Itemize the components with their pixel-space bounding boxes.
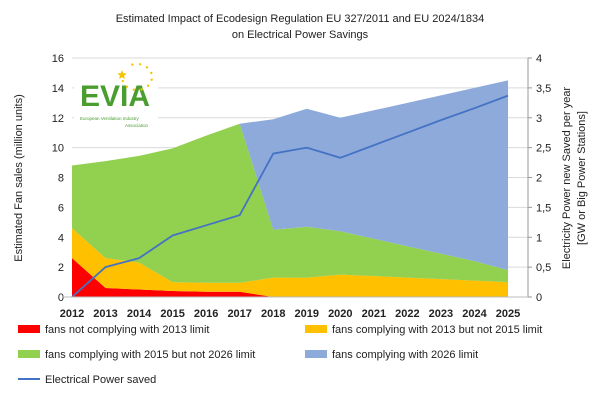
star-icon: [138, 63, 142, 66]
logo-text: EVIA: [80, 80, 150, 113]
legend-swatch: [305, 325, 327, 333]
x-tick-label: 2023: [429, 308, 453, 320]
legend-swatch: [305, 350, 327, 358]
x-tick-label: 2020: [328, 308, 352, 320]
y-tick-label: 0: [58, 292, 64, 304]
chart-title: Estimated Impact of Ecodesign Regulation…: [116, 13, 485, 25]
logo-subtitle-line1: European Ventilation Industry: [80, 116, 140, 121]
legend-label: fans complying with 2013 but not 2015 li…: [332, 324, 542, 336]
evia-logo: EVIA European Ventilation Industry Assoc…: [74, 60, 158, 132]
x-tick-label: 2012: [60, 308, 84, 320]
area-series: [72, 228, 508, 297]
area-series: [72, 80, 508, 271]
y2-tick-label: 0,5: [536, 262, 551, 274]
y-axis-label: Estimated Fan sales (million units): [13, 94, 25, 262]
y2-tick-label: 3: [536, 113, 542, 125]
legend-label: Electrical Power saved: [45, 374, 156, 386]
star-icon: [121, 79, 124, 83]
star-icon: [150, 78, 153, 81]
star-icon: [117, 70, 127, 79]
star-icon: [150, 71, 153, 75]
y-tick-label: 14: [52, 83, 64, 95]
legend-swatch: [18, 350, 40, 358]
star-icon: [132, 88, 136, 91]
power-saved-line: [71, 94, 509, 298]
area-series: [72, 123, 508, 283]
y-tick-label: 10: [52, 143, 64, 155]
x-tick-label: 2025: [496, 308, 520, 320]
star-icon: [131, 63, 134, 66]
y2-tick-label: 1,5: [536, 202, 551, 214]
y2-axis-label-line2: [GW or Big Power Stations]: [576, 111, 588, 245]
y-tick-label: 6: [58, 202, 64, 214]
logo-subtitle-line2: Association: [125, 123, 149, 128]
x-tick-label: 2013: [93, 308, 117, 320]
legend-label: fans complying with 2015 but not 2026 li…: [45, 349, 255, 361]
y-tick-label: 12: [52, 113, 64, 125]
x-tick-label: 2014: [127, 308, 152, 320]
legend-label: fans complying with 2026 limit: [332, 349, 478, 361]
x-tick-label: 2017: [227, 308, 251, 320]
x-tick-label: 2018: [261, 308, 285, 320]
area-series: [72, 258, 508, 297]
y2-axis-label-line1: Electricity Power new Saved per year: [561, 87, 573, 270]
x-tick-label: 2019: [295, 308, 319, 320]
x-tick-label: 2016: [194, 308, 218, 320]
star-icon: [145, 66, 149, 69]
y-tick-label: 8: [58, 173, 64, 185]
y-tick-label: 4: [58, 232, 64, 244]
x-tick-label: 2022: [395, 308, 419, 320]
star-icon: [140, 88, 143, 91]
y2-tick-label: 2,5: [536, 143, 551, 155]
legend-label: fans not complying with 2013 limit: [45, 324, 209, 336]
y2-tick-label: 1: [536, 232, 542, 244]
y2-tick-label: 0: [536, 292, 542, 304]
y-tick-label: 16: [52, 53, 64, 65]
star-icon: [125, 85, 129, 88]
legend-swatch: [18, 325, 40, 333]
x-tick-label: 2021: [362, 308, 386, 320]
y-tick-label: 2: [58, 262, 64, 274]
star-icon: [146, 84, 150, 87]
y2-tick-label: 4: [536, 53, 542, 65]
y2-tick-label: 2: [536, 173, 542, 185]
x-tick-label: 2024: [462, 308, 487, 320]
y2-tick-label: 3,5: [536, 83, 551, 95]
chart-subtitle: on Electrical Power Savings: [232, 29, 369, 41]
x-tick-label: 2015: [160, 308, 184, 320]
